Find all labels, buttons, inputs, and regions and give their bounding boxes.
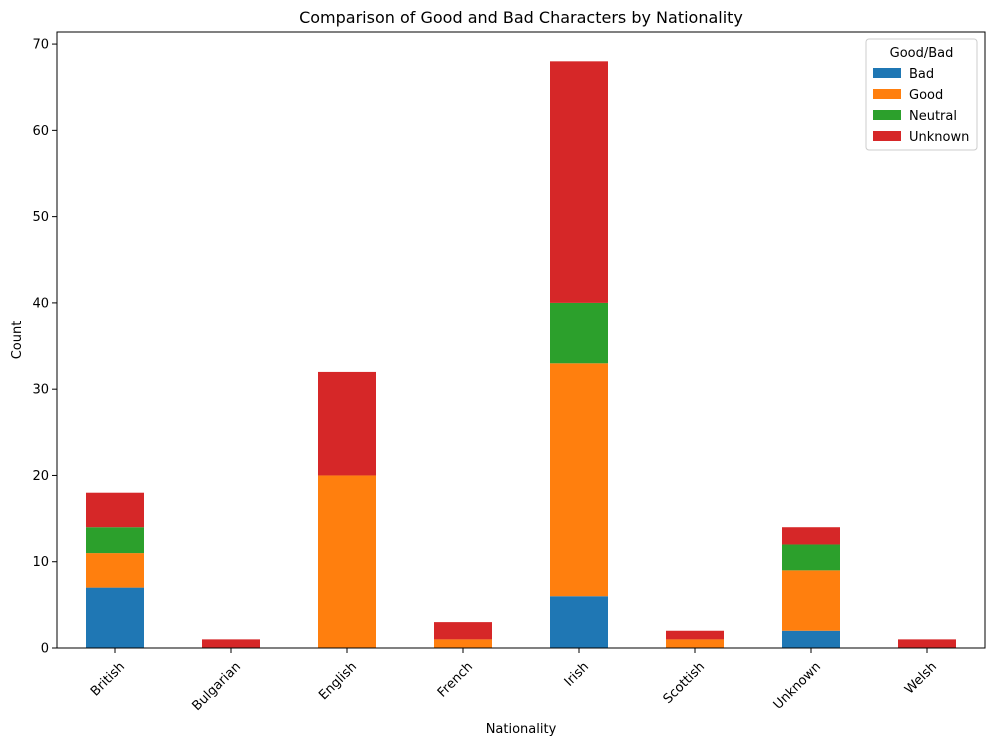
- bar-good-unknown: [782, 570, 840, 631]
- legend-title: Good/Bad: [890, 46, 954, 61]
- y-tick-label: 50: [32, 210, 49, 225]
- y-tick-label: 40: [32, 296, 49, 311]
- x-tick-label: British: [88, 659, 128, 699]
- x-tick-label: Scottish: [661, 659, 708, 706]
- legend-swatch-unknown: [873, 131, 901, 141]
- bar-bad-unknown: [782, 630, 840, 648]
- bar-neutral-unknown: [782, 544, 840, 571]
- bar-unknown-bulgarian: [202, 639, 260, 648]
- x-tick-label: Bulgarian: [189, 659, 244, 714]
- y-tick-label: 0: [41, 642, 49, 657]
- x-tick-label: Irish: [562, 659, 592, 689]
- bar-good-irish: [550, 363, 608, 597]
- y-tick-label: 60: [32, 124, 49, 139]
- y-tick-label: 10: [32, 555, 49, 570]
- legend-swatch-bad: [873, 68, 901, 78]
- bar-good-french: [434, 639, 492, 648]
- bar-unknown-scottish: [666, 630, 724, 640]
- legend-label-unknown: Unknown: [909, 130, 969, 145]
- y-tick-label: 20: [32, 469, 49, 484]
- x-tick-label: French: [435, 659, 476, 700]
- y-axis-title: Count: [10, 321, 25, 360]
- bar-good-english: [318, 475, 376, 648]
- x-tick-label: Welsh: [902, 659, 940, 697]
- bar-neutral-british: [86, 527, 144, 554]
- bar-bad-british: [86, 587, 144, 648]
- bar-unknown-french: [434, 622, 492, 640]
- legend-swatch-good: [873, 89, 901, 99]
- chart-title: Comparison of Good and Bad Characters by…: [299, 8, 743, 27]
- x-tick-label: Unknown: [771, 659, 824, 712]
- bar-bad-irish: [550, 596, 608, 648]
- x-tick-label: English: [316, 659, 360, 703]
- bar-unknown-english: [318, 371, 376, 476]
- legend-label-neutral: Neutral: [909, 109, 957, 124]
- x-axis-title: Nationality: [486, 722, 557, 737]
- legend-label-good: Good: [909, 88, 943, 103]
- bar-unknown-british: [86, 492, 144, 528]
- plot-area: British Bulgarian English French Irish Scotti…: [32, 38, 956, 714]
- bar-neutral-irish: [550, 302, 608, 364]
- bar-unknown-irish: [550, 61, 608, 303]
- legend-label-bad: Bad: [909, 67, 934, 82]
- bar-unknown-unknown: [782, 527, 840, 545]
- bar-good-british: [86, 553, 144, 588]
- legend-swatch-neutral: [873, 110, 901, 120]
- plot-frame: [56, 31, 986, 649]
- legend: Good/Bad Bad Good Neutral Unknown: [865, 38, 978, 151]
- y-tick-label: 70: [32, 38, 49, 53]
- legend-box: [865, 38, 978, 151]
- bar-good-scottish: [666, 639, 724, 648]
- y-tick-label: 30: [32, 383, 49, 398]
- bar-unknown-welsh: [898, 639, 956, 648]
